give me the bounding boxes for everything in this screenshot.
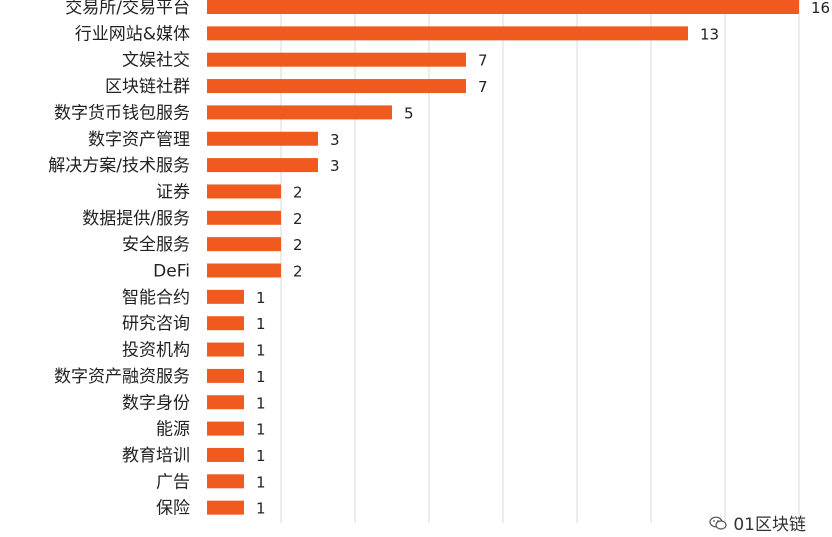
bar xyxy=(207,184,281,199)
data-label: 5 xyxy=(404,104,414,122)
bar xyxy=(207,368,244,383)
bar xyxy=(207,500,244,515)
data-label: 3 xyxy=(330,131,340,149)
bar xyxy=(207,210,281,225)
category-label: 教育培训 xyxy=(122,446,190,466)
data-label: 1 xyxy=(256,421,266,439)
bar xyxy=(207,447,244,462)
bar xyxy=(207,474,244,489)
category-label: 行业网站&媒体 xyxy=(75,24,190,44)
data-label: 1 xyxy=(256,342,266,360)
bar xyxy=(207,26,688,41)
bar xyxy=(207,395,244,410)
data-label: 1 xyxy=(256,368,266,386)
category-label: 保险 xyxy=(156,499,190,519)
data-label: 1 xyxy=(256,500,266,518)
category-label: 区块链社群 xyxy=(105,77,190,97)
bar xyxy=(207,52,466,67)
category-label: 安全服务 xyxy=(122,235,190,255)
bar xyxy=(207,421,244,436)
bar xyxy=(207,342,244,357)
category-label: 广告 xyxy=(156,472,190,492)
wechat-icon xyxy=(709,516,727,530)
data-label: 2 xyxy=(293,210,303,228)
bar xyxy=(207,263,281,278)
category-label: 文娱社交 xyxy=(122,51,190,71)
data-label: 1 xyxy=(256,473,266,491)
data-label: 3 xyxy=(330,157,340,175)
category-labels: 交易所/交易平台行业网站&媒体文娱社交区块链社群数字货币钱包服务数字资产管理解决… xyxy=(48,0,190,519)
data-label: 1 xyxy=(256,394,266,412)
category-label: DeFi xyxy=(153,262,190,282)
bar xyxy=(207,0,799,14)
data-label: 1 xyxy=(256,315,266,333)
value-labels: 16 13 7 7 5 3 3 2 2 2 2 1 1 1 1 1 1 1 1 1 xyxy=(256,0,830,518)
data-label: 2 xyxy=(293,263,303,281)
category-label: 解决方案/技术服务 xyxy=(48,156,190,176)
data-label: 7 xyxy=(478,52,488,70)
data-label: 2 xyxy=(293,236,303,254)
category-label: 数字资产融资服务 xyxy=(54,367,190,387)
category-label: 交易所/交易平台 xyxy=(65,0,190,18)
bar xyxy=(207,105,392,120)
category-label: 证券 xyxy=(156,182,190,202)
category-label: 数据提供/服务 xyxy=(82,209,190,229)
bar xyxy=(207,237,281,252)
watermark: 01区块链 xyxy=(709,510,806,535)
category-label: 数字身份 xyxy=(122,393,190,413)
category-label: 数字货币钱包服务 xyxy=(54,103,190,123)
category-label: 智能合约 xyxy=(122,288,190,308)
data-label: 1 xyxy=(256,289,266,307)
bars xyxy=(207,0,799,515)
data-label: 7 xyxy=(478,78,488,96)
watermark-text: 01区块链 xyxy=(733,515,806,535)
gridlines xyxy=(280,0,800,523)
bar xyxy=(207,131,318,146)
data-label: 2 xyxy=(293,183,303,201)
data-label: 13 xyxy=(700,25,719,43)
category-label: 投资机构 xyxy=(122,341,190,361)
bar xyxy=(207,79,466,94)
category-label: 研究咨询 xyxy=(122,314,190,334)
data-label: 16 xyxy=(811,0,830,17)
category-label: 数字资产管理 xyxy=(88,130,190,150)
bar xyxy=(207,316,244,331)
bar xyxy=(207,158,318,173)
category-label: 能源 xyxy=(156,420,190,440)
data-label: 1 xyxy=(256,447,266,465)
bar xyxy=(207,289,244,304)
